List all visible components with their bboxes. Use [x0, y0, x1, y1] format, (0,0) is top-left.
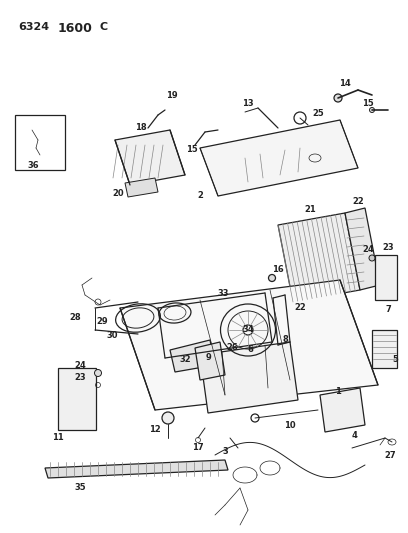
Text: 30: 30: [106, 330, 118, 340]
Text: 27: 27: [384, 450, 396, 459]
Text: 12: 12: [149, 425, 161, 434]
Polygon shape: [200, 120, 358, 196]
Text: 10: 10: [284, 421, 296, 430]
Text: 1: 1: [335, 387, 341, 397]
Text: 14: 14: [339, 78, 351, 87]
Text: 18: 18: [135, 124, 147, 133]
Ellipse shape: [268, 274, 275, 281]
Text: 22: 22: [352, 198, 364, 206]
Text: 25: 25: [312, 109, 324, 118]
Polygon shape: [120, 280, 378, 410]
Text: 6: 6: [247, 345, 253, 354]
Text: 34: 34: [242, 326, 254, 335]
Text: 1600: 1600: [58, 22, 93, 35]
Text: 36: 36: [27, 160, 39, 169]
Text: 19: 19: [166, 91, 178, 100]
Bar: [15, 115, 65, 170]
Text: 5: 5: [392, 356, 398, 365]
Text: 11: 11: [52, 432, 64, 441]
Polygon shape: [115, 130, 185, 185]
Text: 15: 15: [362, 99, 374, 108]
Text: 28: 28: [69, 313, 81, 322]
Text: 16: 16: [272, 265, 284, 274]
Ellipse shape: [334, 94, 342, 102]
Ellipse shape: [162, 412, 174, 424]
Ellipse shape: [370, 108, 375, 112]
Polygon shape: [125, 178, 158, 197]
Text: 22: 22: [294, 303, 306, 312]
Text: 2: 2: [197, 190, 203, 199]
Polygon shape: [345, 208, 380, 290]
Bar: [58, 368, 96, 430]
Ellipse shape: [369, 255, 375, 261]
Text: 26: 26: [226, 343, 238, 352]
Polygon shape: [320, 388, 365, 432]
Bar: [375, 255, 397, 300]
Polygon shape: [278, 213, 360, 302]
Text: 29: 29: [96, 318, 108, 327]
Text: C: C: [100, 22, 108, 32]
Polygon shape: [200, 342, 298, 413]
Polygon shape: [170, 340, 215, 372]
Text: 24: 24: [362, 246, 374, 254]
Text: 3: 3: [222, 448, 228, 456]
Polygon shape: [45, 460, 228, 478]
Text: 15: 15: [186, 146, 198, 155]
Text: 23: 23: [382, 244, 394, 253]
Text: 20: 20: [112, 190, 124, 198]
Ellipse shape: [95, 369, 102, 376]
Text: 7: 7: [385, 305, 391, 314]
Text: 23: 23: [74, 374, 86, 383]
Text: 6324: 6324: [18, 22, 49, 32]
Text: 9: 9: [205, 353, 211, 362]
Text: 4: 4: [352, 431, 358, 440]
Text: 13: 13: [242, 99, 254, 108]
Polygon shape: [195, 342, 225, 380]
Text: 8: 8: [282, 335, 288, 344]
Text: 24: 24: [74, 360, 86, 369]
Text: 33: 33: [217, 288, 229, 297]
Text: 35: 35: [74, 482, 86, 491]
Bar: [372, 330, 397, 368]
Text: 21: 21: [304, 206, 316, 214]
Text: 32: 32: [179, 356, 191, 365]
Text: 17: 17: [192, 442, 204, 451]
